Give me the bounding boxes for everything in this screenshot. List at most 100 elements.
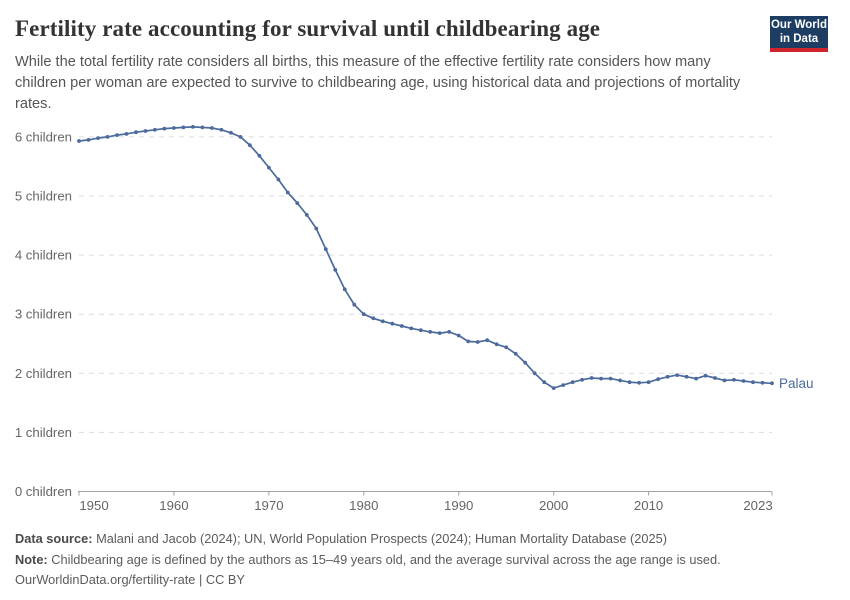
x-tick-label: 1960 bbox=[159, 498, 188, 513]
data-point[interactable] bbox=[618, 378, 622, 383]
data-point[interactable] bbox=[437, 331, 442, 335]
data-point[interactable] bbox=[732, 377, 736, 382]
entity-label[interactable]: Palau bbox=[779, 376, 814, 391]
data-point[interactable] bbox=[589, 376, 594, 380]
data-point[interactable] bbox=[162, 126, 167, 131]
y-tick-label: 4 children bbox=[15, 248, 72, 263]
data-point[interactable] bbox=[153, 127, 157, 132]
data-point[interactable] bbox=[447, 330, 452, 334]
data-point[interactable] bbox=[475, 340, 480, 344]
data-point[interactable] bbox=[551, 386, 556, 390]
data-point[interactable] bbox=[371, 316, 376, 321]
data-point[interactable] bbox=[494, 342, 499, 347]
data-point[interactable] bbox=[77, 139, 81, 143]
y-tick-label: 0 children bbox=[15, 484, 72, 499]
data-point[interactable] bbox=[267, 165, 271, 170]
data-point[interactable] bbox=[637, 380, 641, 385]
data-point[interactable] bbox=[703, 373, 708, 378]
page-title: Fertility rate accounting for survival u… bbox=[15, 16, 601, 41]
data-point[interactable] bbox=[380, 319, 385, 324]
data-point[interactable] bbox=[627, 380, 632, 385]
data-point[interactable] bbox=[390, 321, 395, 326]
data-point[interactable] bbox=[295, 201, 300, 205]
data-point[interactable] bbox=[219, 127, 224, 132]
x-tick-label: 1950 bbox=[79, 498, 108, 513]
data-point[interactable] bbox=[314, 226, 319, 231]
data-point[interactable] bbox=[323, 247, 328, 252]
data-point[interactable] bbox=[599, 376, 603, 381]
x-tick-label: 2000 bbox=[539, 498, 568, 513]
data-point[interactable] bbox=[418, 328, 423, 333]
y-tick-label: 2 children bbox=[15, 366, 72, 381]
data-point[interactable] bbox=[96, 136, 100, 140]
y-tick-label: 6 children bbox=[15, 129, 72, 144]
data-point[interactable] bbox=[257, 153, 262, 158]
data-point[interactable] bbox=[713, 376, 717, 380]
data-point[interactable] bbox=[513, 351, 518, 356]
data-point[interactable] bbox=[210, 126, 214, 130]
data-point[interactable] bbox=[352, 302, 357, 307]
data-point[interactable] bbox=[428, 330, 433, 334]
data-point[interactable] bbox=[751, 380, 755, 385]
note-line: Note: Childbearing age is defined by the… bbox=[15, 550, 835, 571]
y-tick-label: 3 children bbox=[15, 307, 72, 322]
data-point[interactable] bbox=[200, 125, 205, 130]
data-point[interactable] bbox=[504, 345, 509, 350]
data-point[interactable] bbox=[656, 377, 660, 382]
data-point[interactable] bbox=[86, 138, 91, 142]
data-point[interactable] bbox=[115, 133, 119, 137]
data-point[interactable] bbox=[361, 312, 366, 317]
data-point[interactable] bbox=[456, 333, 461, 338]
fertility-line-chart-svg[interactable]: 0 children 1 children 2 children 3 children… bbox=[0, 108, 850, 518]
data-point[interactable] bbox=[722, 378, 727, 383]
chart-footer: Data source: Malani and Jacob (2024); UN… bbox=[15, 529, 835, 591]
data-point[interactable] bbox=[333, 268, 338, 272]
data-point[interactable] bbox=[276, 177, 281, 182]
data-point[interactable] bbox=[561, 383, 566, 387]
x-tick-label: 2010 bbox=[634, 498, 663, 513]
owid-logo[interactable]: Our World in Data bbox=[770, 16, 828, 52]
data-point[interactable] bbox=[342, 287, 347, 292]
data-point[interactable] bbox=[665, 374, 670, 379]
license-line[interactable]: OurWorldinData.org/fertility-rate | CC B… bbox=[15, 572, 245, 587]
data-point[interactable] bbox=[741, 379, 746, 383]
data-point[interactable] bbox=[181, 125, 186, 130]
data-point[interactable] bbox=[229, 130, 233, 135]
data-point[interactable] bbox=[532, 371, 537, 376]
x-tick-label: 1990 bbox=[444, 498, 473, 513]
data-point[interactable] bbox=[694, 376, 698, 381]
line-chart-area[interactable]: 0 children 1 children 2 children 3 children… bbox=[0, 108, 850, 518]
data-point[interactable] bbox=[684, 374, 689, 379]
data-point[interactable] bbox=[485, 338, 490, 343]
data-point[interactable] bbox=[191, 125, 195, 129]
owid-logo-line2: in Data bbox=[779, 32, 819, 45]
data-point[interactable] bbox=[172, 126, 176, 130]
data-source-label: Data source: bbox=[15, 531, 93, 546]
data-point[interactable] bbox=[580, 377, 584, 382]
data-point[interactable] bbox=[143, 129, 148, 133]
data-point[interactable] bbox=[770, 381, 774, 386]
data-point[interactable] bbox=[542, 380, 547, 385]
data-point[interactable] bbox=[134, 130, 138, 135]
data-point[interactable] bbox=[409, 326, 414, 331]
data-point[interactable] bbox=[570, 380, 575, 385]
data-line[interactable] bbox=[78, 126, 773, 389]
data-point[interactable] bbox=[285, 190, 290, 195]
data-point[interactable] bbox=[399, 324, 404, 328]
data-point[interactable] bbox=[760, 380, 765, 385]
note-label: Note: bbox=[15, 551, 48, 567]
data-source-text: Malani and Jacob (2024); UN, World Popul… bbox=[96, 531, 668, 546]
data-point[interactable] bbox=[608, 376, 613, 381]
data-point[interactable] bbox=[105, 135, 110, 139]
data-point[interactable] bbox=[675, 373, 679, 377]
data-point[interactable] bbox=[304, 213, 309, 217]
y-tick-label: 1 children bbox=[15, 425, 72, 440]
data-point[interactable] bbox=[248, 143, 252, 148]
data-point[interactable] bbox=[238, 135, 243, 139]
data-point[interactable] bbox=[124, 132, 129, 136]
data-point[interactable] bbox=[466, 339, 471, 344]
x-tick-label: 1980 bbox=[349, 498, 378, 513]
data-point[interactable] bbox=[646, 380, 651, 385]
data-point[interactable] bbox=[523, 360, 528, 365]
